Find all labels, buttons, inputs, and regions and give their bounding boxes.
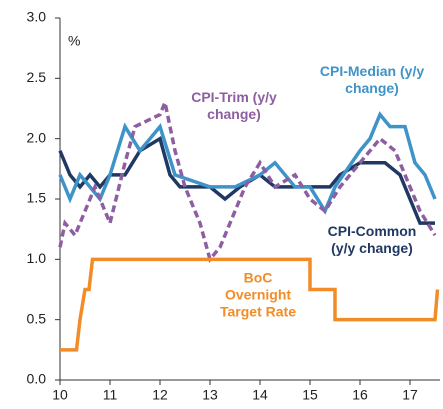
series-line	[60, 257, 440, 352]
y-tick-label: 2.5	[27, 69, 47, 85]
y-tick-label: 3.0	[27, 9, 47, 25]
series-label: CPI-Trim (y/y change)	[191, 89, 277, 122]
x-tick-label: 16	[352, 387, 368, 403]
x-tick-label: 11	[103, 387, 118, 403]
x-tick-label: 14	[252, 387, 268, 403]
y-tick-label: 0.0	[27, 371, 47, 387]
series-label: CPI-Median (y/y change)	[319, 63, 425, 96]
y-tick-label: 1.5	[27, 190, 47, 206]
unit-label: %	[68, 33, 80, 49]
series-label: BoC Overnight Target Rate	[220, 269, 296, 320]
series-line	[58, 111, 437, 215]
x-tick-label: 12	[152, 387, 168, 403]
series-line	[58, 135, 435, 225]
y-tick-label: 2.0	[27, 129, 47, 145]
x-tick-label: 13	[202, 387, 218, 403]
x-tick-label: 17	[402, 387, 418, 403]
x-tick-label: 10	[52, 387, 68, 403]
y-tick-label: 1.0	[27, 250, 47, 266]
series-label: CPI-Common (y/y change)	[327, 223, 417, 256]
series-line	[58, 96, 437, 264]
y-tick-label: 0.5	[27, 310, 47, 326]
x-tick-label: 15	[302, 387, 318, 403]
